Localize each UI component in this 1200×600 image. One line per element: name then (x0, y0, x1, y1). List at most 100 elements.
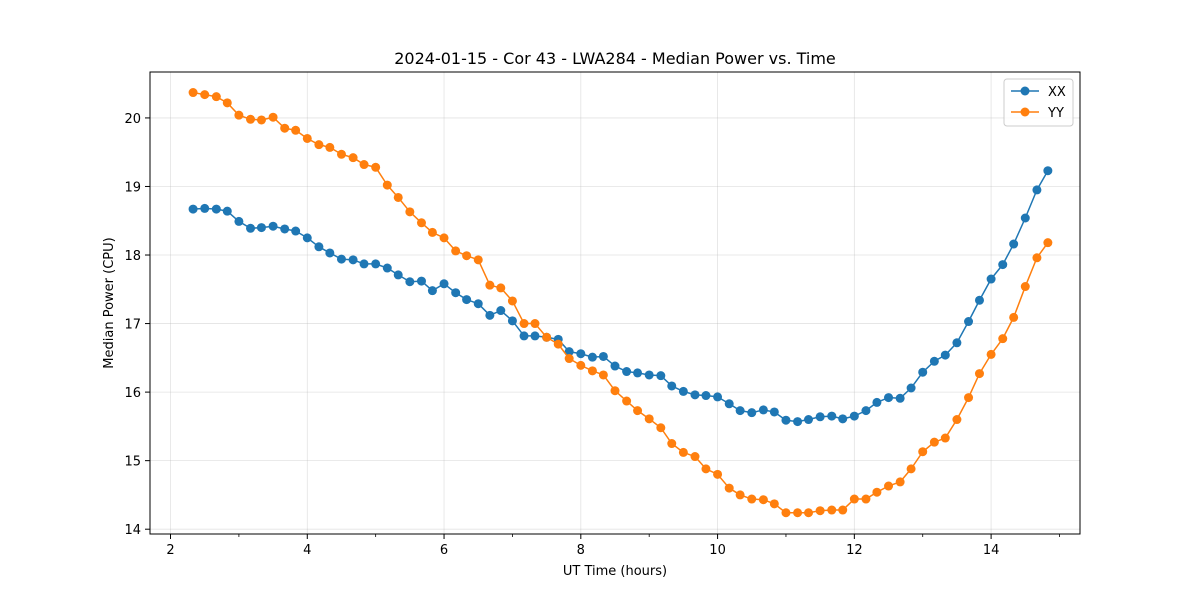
data-point-yy (804, 508, 814, 518)
legend: XX YY (1003, 78, 1074, 127)
data-point-yy (451, 246, 461, 256)
data-point-yy (200, 90, 210, 100)
data-point-yy (633, 406, 643, 416)
data-point-xx (393, 270, 403, 280)
y-tick-label: 15 (124, 455, 141, 470)
data-point-xx (656, 371, 666, 381)
data-point-yy (724, 483, 734, 493)
data-point-xx (382, 263, 392, 273)
data-point-yy (918, 447, 928, 457)
data-point-xx (519, 331, 529, 341)
legend-label-xx: XX (1048, 85, 1066, 100)
data-point-xx (325, 248, 335, 258)
data-point-xx (496, 306, 506, 316)
x-axis-label: UT Time (hours) (563, 564, 667, 579)
data-point-yy (622, 396, 632, 406)
data-point-xx (986, 274, 996, 284)
data-point-yy (405, 207, 415, 217)
x-tick-label: 4 (303, 543, 311, 558)
data-point-xx (735, 406, 745, 416)
data-point-xx (747, 408, 757, 418)
data-point-yy (280, 123, 290, 133)
x-tick-label: 8 (577, 543, 585, 558)
x-tick-label: 10 (709, 543, 726, 558)
data-point-yy (793, 508, 803, 518)
data-point-yy (656, 423, 666, 433)
data-point-yy (1009, 312, 1019, 322)
data-point-xx (964, 317, 974, 327)
data-point-yy (222, 98, 232, 108)
data-point-xx (211, 204, 221, 214)
data-point-xx (564, 347, 574, 357)
data-point-yy (485, 280, 495, 290)
data-point-yy (861, 494, 871, 504)
data-point-yy (884, 481, 894, 491)
data-point-xx (633, 368, 643, 378)
data-point-yy (929, 437, 939, 447)
data-point-xx (998, 260, 1008, 270)
data-point-xx (701, 391, 711, 401)
data-point-xx (587, 352, 597, 362)
data-point-xx (1032, 185, 1042, 195)
data-point-yy (895, 477, 905, 487)
data-point-xx (895, 393, 905, 403)
data-point-xx (1009, 239, 1019, 249)
data-point-xx (918, 367, 928, 377)
data-point-xx (268, 221, 278, 231)
data-point-xx (256, 223, 266, 233)
data-point-yy (1043, 238, 1053, 248)
data-point-yy (713, 469, 723, 479)
data-point-yy (952, 415, 962, 425)
y-tick-label: 17 (124, 318, 141, 333)
data-point-yy (530, 319, 540, 329)
data-point-yy (553, 339, 563, 349)
data-point-xx (838, 414, 848, 424)
data-point-xx (1043, 166, 1053, 176)
data-point-yy (690, 452, 700, 462)
data-point-yy (246, 114, 256, 124)
data-point-xx (906, 383, 916, 393)
data-point-yy (1020, 282, 1030, 292)
data-point-xx (815, 412, 825, 422)
data-point-yy (382, 180, 392, 190)
data-point-xx (667, 381, 677, 391)
data-point-yy (188, 88, 198, 98)
data-point-yy (758, 495, 768, 505)
data-point-xx (690, 390, 700, 400)
data-point-xx (336, 254, 346, 264)
data-point-yy (667, 439, 677, 449)
data-point-yy (473, 255, 483, 265)
data-point-xx (371, 259, 381, 269)
data-point-yy (998, 334, 1008, 344)
data-point-yy (1032, 253, 1042, 263)
data-point-xx (884, 393, 894, 403)
x-tick-label: 14 (983, 543, 1000, 558)
legend-label-yy: YY (1047, 106, 1064, 121)
data-point-yy (940, 433, 950, 443)
data-point-xx (872, 397, 882, 407)
data-point-xx (485, 310, 495, 320)
data-point-yy (576, 360, 586, 370)
data-point-yy (336, 149, 346, 159)
data-point-xx (473, 299, 483, 309)
data-point-xx (1020, 213, 1030, 223)
series-layer (188, 88, 1053, 518)
data-point-xx (940, 350, 950, 360)
data-point-xx (827, 411, 837, 421)
data-point-yy (462, 251, 472, 261)
series-line-xx (193, 170, 1049, 423)
data-point-yy (348, 153, 358, 163)
data-point-xx (222, 206, 232, 216)
y-tick-label: 16 (124, 386, 141, 401)
data-point-xx (200, 203, 210, 213)
data-point-yy (564, 354, 574, 364)
data-point-yy (872, 487, 882, 497)
y-tick-label: 19 (124, 180, 141, 195)
data-point-xx (598, 351, 608, 361)
y-tick-label: 20 (124, 112, 141, 127)
data-point-xx (530, 331, 540, 341)
data-point-xx (348, 255, 358, 265)
data-point-xx (724, 399, 734, 409)
data-point-xx (622, 367, 632, 377)
